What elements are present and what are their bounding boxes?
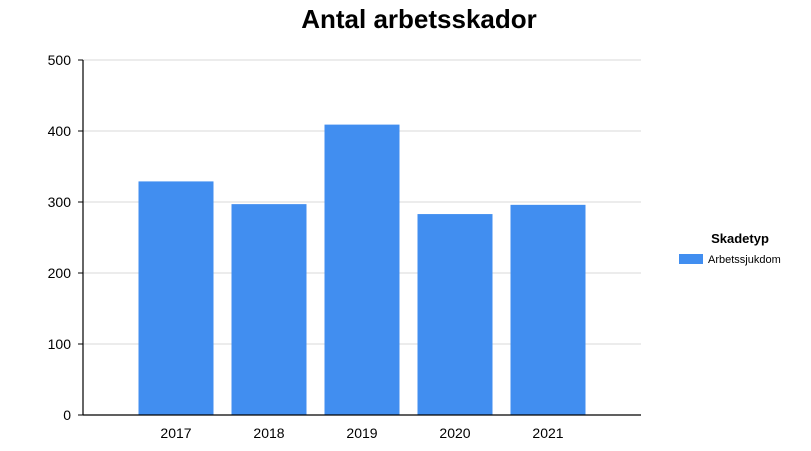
bar-2021 <box>510 204 586 415</box>
legend-title: Skadetyp <box>711 231 769 246</box>
y-tick-label: 100 <box>48 336 72 352</box>
bar-2019 <box>324 124 400 416</box>
legend: Skadetyp Arbetssjukdom <box>679 231 781 266</box>
y-tick-label: 200 <box>48 265 72 281</box>
y-tick-label: 300 <box>48 194 72 210</box>
legend-swatch <box>679 254 703 264</box>
y-tick-label: 500 <box>48 52 72 68</box>
y-tick-label: 0 <box>63 407 71 423</box>
bar-2017 <box>138 181 214 415</box>
x-tick-label: 2021 <box>532 425 563 441</box>
legend-label: Arbetssjukdom <box>708 254 781 266</box>
axes: 0 100 200 300 400 500 2017 2018 2019 2020 2021 <box>48 52 641 441</box>
x-tick-label: 2020 <box>439 425 470 441</box>
y-tick-label: 400 <box>48 123 72 139</box>
x-tick-label: 2017 <box>160 425 191 441</box>
bar-2018 <box>231 204 307 415</box>
x-tick-label: 2019 <box>346 425 377 441</box>
x-tick-label: 2018 <box>253 425 284 441</box>
bar-2020 <box>417 214 493 415</box>
bars <box>138 124 586 416</box>
chart-title: Antal arbetsskador <box>301 4 537 34</box>
